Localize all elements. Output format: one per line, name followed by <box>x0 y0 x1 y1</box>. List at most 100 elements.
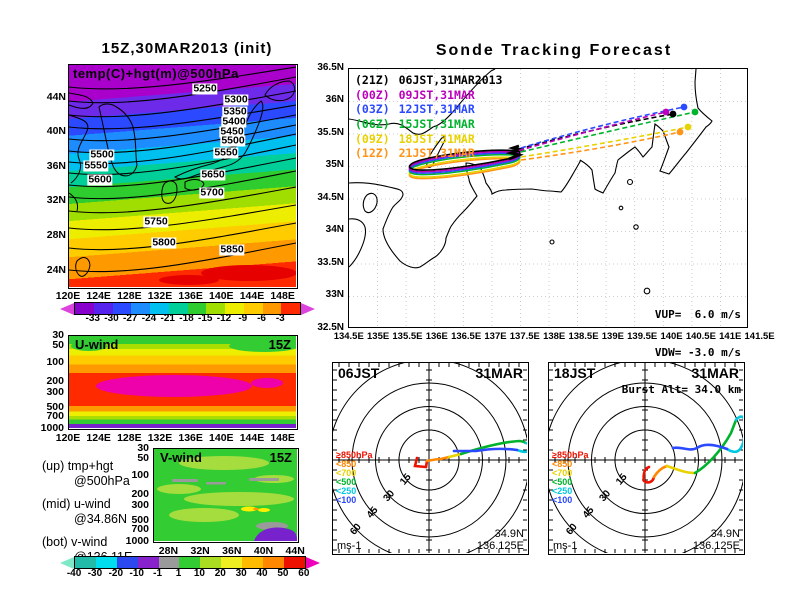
lon-tick: 140E <box>209 432 234 444</box>
colorbar-tick: -21 <box>160 313 175 324</box>
lat-tick: 28N <box>158 545 179 557</box>
svg-text:<850: <850 <box>336 459 356 469</box>
map500-lat-ticks: 44N 40N 36N 32N 28N 24N <box>38 80 66 288</box>
legend-time: 06JST,31MAR2013 <box>398 73 503 88</box>
lon-tick: 135E <box>367 331 390 342</box>
legend-time: 12JST,31MAR <box>398 102 475 117</box>
legend-row: (21Z) 06JST,31MAR2013 <box>355 73 502 88</box>
contour-label: 5500 <box>89 148 115 161</box>
lat-tick: 36N <box>325 94 344 106</box>
grid-dotted <box>349 69 746 326</box>
colorbar-tick: 1 <box>175 568 182 579</box>
legend-time: 18JST,31MAR <box>398 131 475 146</box>
pressure-tick: 700 <box>46 410 64 422</box>
uwind-label: U-wind <box>75 337 119 352</box>
lat-tick: 44N <box>46 90 66 103</box>
note-up-2: @500hPa <box>74 474 130 488</box>
lon-tick: 120E <box>55 432 81 444</box>
lon-tick: 136E <box>178 432 203 444</box>
panel-500hpa-map: 5250 5300 5350 5400 5450 5500 5550 5650 … <box>68 64 298 289</box>
pressure-tick: 300 <box>46 386 64 398</box>
lon-tick: 128E <box>117 432 142 444</box>
colorbar-tick: 50 <box>277 568 289 579</box>
lon-tick: 132E <box>147 290 173 302</box>
hodograph-trace <box>413 439 527 469</box>
sonde-title: Sonde Tracking Forecast <box>435 42 673 59</box>
hodograph-date-label: 31MAR <box>476 365 523 381</box>
legend-init: (06Z) <box>355 117 390 132</box>
lon-tick: 132E <box>147 432 173 444</box>
panel-notes: (up) tmp+hgt @500hPa (mid) u-wind @34.86… <box>42 459 132 565</box>
colorbar-tick: 30 <box>235 568 247 579</box>
lat-tick: 32N <box>190 545 210 557</box>
pressure-tick: 50 <box>52 339 64 351</box>
lat-tick: 28N <box>46 229 66 242</box>
lat-tick: 33.5N <box>317 256 344 268</box>
legend-init: (03Z) <box>355 102 390 117</box>
lon-tick: 140E <box>660 331 683 342</box>
lon-tick: 140.5E <box>685 331 716 342</box>
colorbar-left-arrow <box>60 302 74 315</box>
lon-tick: 137E <box>484 331 507 342</box>
legend-row: (03Z) 12JST,31MAR <box>355 102 502 117</box>
note-up-1: (up) tmp+hgt <box>42 459 114 473</box>
map500-title: 15Z,30MAR2013 (init) <box>101 40 273 57</box>
contour-label: 5550 <box>83 159 109 172</box>
vwind-patches <box>157 456 297 541</box>
colorbar-tick: -3 <box>275 313 285 324</box>
svg-text:≥850hPa: ≥850hPa <box>336 450 373 460</box>
lat-tick: 33N <box>325 289 344 301</box>
contour-label: 5300 <box>223 93 249 106</box>
colorbar-tick: 40 <box>256 568 268 579</box>
lon-tick: 148E <box>270 290 295 302</box>
lat-tick: 32.5N <box>317 321 344 333</box>
colorbar-tick: -33 <box>85 313 100 324</box>
uwind-time-label: 15Z <box>268 337 291 352</box>
legend-time: 15JST,31MAR <box>398 117 475 132</box>
lon-tick: 148E <box>270 432 295 444</box>
temp-colorbar <box>60 302 315 315</box>
ring-value-labels: 15 30 45 60 <box>564 471 630 537</box>
colorbar-tick: 10 <box>193 568 205 579</box>
contour-label: 5450 <box>219 125 245 138</box>
sonde-lon-ticks: 134.5E 135E 135.5E 136E 136.5E 137E 137.… <box>333 331 775 342</box>
hodograph-time-label: 18JST <box>554 365 596 381</box>
hodograph-time-label: 06JST <box>338 365 380 381</box>
hodograph1-canvas: 15 30 45 60 06JST 31MAR ≥850hPa <850 <70… <box>333 363 527 553</box>
contour-label: 5850 <box>219 243 245 256</box>
contour-label: 5600 <box>87 173 113 186</box>
contour-label: 5750 <box>143 215 169 228</box>
ring-value-labels: 15 30 45 60 <box>348 471 414 537</box>
pressure-tick: 30 <box>52 329 64 341</box>
colorbar-tick: 20 <box>214 568 226 579</box>
panel-hodograph-06jst: 15 30 45 60 06JST 31MAR ≥850hPa <850 <70… <box>332 362 529 555</box>
svg-text:<100: <100 <box>336 495 356 505</box>
lat-tick: 35.5N <box>317 126 344 138</box>
sonde-trajectories <box>408 103 699 180</box>
lon-tick: 134.5E <box>333 331 364 342</box>
colorbar-tick: -40 <box>66 568 82 579</box>
colorbar-tick: 60 <box>298 568 310 579</box>
lon-tick: 136.5E <box>451 331 482 342</box>
lon-tick: 120E <box>55 290 81 302</box>
lon-tick: 141E <box>719 331 742 342</box>
hodograph-date-label: 31MAR <box>692 365 739 381</box>
svg-text:<250: <250 <box>336 486 356 496</box>
vwind-lat-ticks: 28N 32N 36N 40N 44N <box>153 545 312 557</box>
pressure-tick: 500 <box>131 514 149 526</box>
temp-colorbar-labels: -33 -30 -27 -24 -21 -18 -15 -12 -9 -6 -3 <box>83 313 290 324</box>
lon-tick: 139E <box>601 331 624 342</box>
lon-tick: 139.5E <box>627 331 658 342</box>
pressure-tick: 30 <box>137 442 149 454</box>
lat-tick: 40N <box>253 545 274 557</box>
panel-hodograph-18jst: 15 30 45 60 18JST 31MAR ≥850hPa <850 <70… <box>548 362 745 555</box>
legend-time: 09JST,31MAR <box>398 87 475 102</box>
vdw-value: VDW= -3.0 m/s <box>654 345 741 359</box>
lat-tick: 32N <box>46 194 66 207</box>
svg-text:<500: <500 <box>552 477 572 487</box>
pressure-tick: 300 <box>131 499 149 511</box>
pressure-tick: 200 <box>131 488 149 500</box>
temperature-shading <box>69 65 296 287</box>
lon-tick: 141.5E <box>744 331 775 342</box>
contour-label: 5700 <box>199 186 225 199</box>
